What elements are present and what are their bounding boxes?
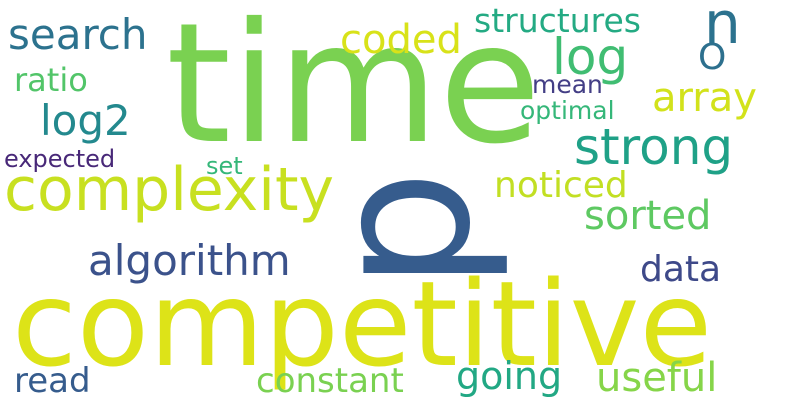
word-log2: log2 bbox=[40, 96, 131, 145]
word-useful: useful bbox=[596, 355, 718, 400]
word-algorithm: algorithm bbox=[88, 236, 291, 285]
word-optimal: optimal bbox=[520, 96, 615, 125]
word-mean: mean bbox=[532, 70, 603, 99]
word-sorted: sorted bbox=[584, 193, 712, 239]
word-time: time bbox=[166, 0, 542, 181]
word-noticed: noticed bbox=[494, 165, 628, 206]
word-read: read bbox=[14, 361, 91, 400]
word-set: set bbox=[206, 152, 243, 180]
word-ratio: ratio bbox=[14, 61, 88, 99]
word-structures: structures bbox=[474, 1, 641, 40]
word-data: data bbox=[640, 249, 722, 290]
word-going: going bbox=[456, 354, 563, 398]
word-constant: constant bbox=[256, 361, 404, 400]
word-n: n bbox=[704, 0, 741, 57]
word-O: O bbox=[698, 37, 727, 78]
word-competitive: competitive bbox=[12, 255, 713, 393]
word-strong: strong bbox=[574, 118, 734, 176]
word-search: search bbox=[8, 10, 148, 59]
word-complexity: complexity bbox=[4, 155, 334, 225]
word-expected: expected bbox=[4, 145, 116, 173]
word-coded: coded bbox=[340, 17, 462, 63]
word-log: log bbox=[552, 28, 629, 86]
word-array: array bbox=[652, 75, 757, 121]
